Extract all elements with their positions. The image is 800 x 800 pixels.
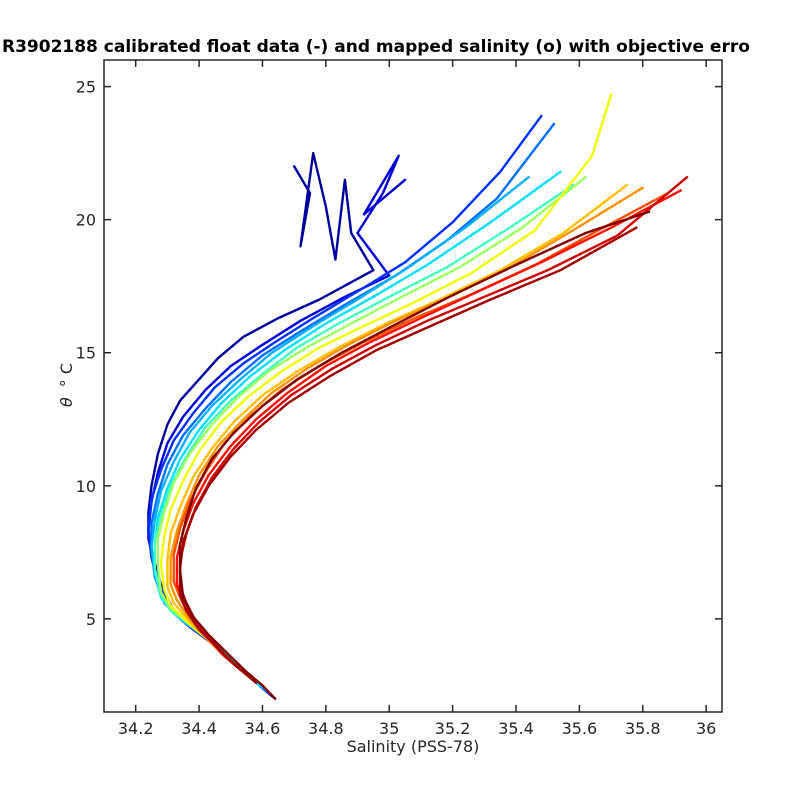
x-tick-label-2: 34.4 — [181, 719, 217, 738]
x-axis: 34.2 34.4 34.6 34.8 35 35.2 35.4 35.6 35.8 36 — [118, 60, 716, 738]
x-tick-label-6: 35.2 — [435, 719, 471, 738]
x-tick-label-3: 34.6 — [245, 719, 281, 738]
x-tick-label-8: 35.6 — [562, 719, 598, 738]
profile-line-10 — [166, 183, 629, 676]
y-axis-label-unit: ° C — [57, 363, 76, 387]
x-tick-label-10: 36 — [696, 719, 716, 738]
series-layer — [147, 93, 689, 700]
svg-text:θ° C: θ ° C — [57, 363, 76, 407]
y-tick-label-5: 25 — [76, 78, 96, 97]
y-axis-label: θ ° C — [57, 363, 76, 407]
chart-title: R3902188 calibrated float data (-) and m… — [2, 37, 750, 57]
profile-line-9 — [159, 93, 613, 679]
plot-frame — [103, 59, 723, 713]
x-tick-label-7: 35.4 — [498, 719, 534, 738]
x-tick-label-1: 34.2 — [118, 719, 154, 738]
x-tick-label-9: 35.8 — [625, 719, 661, 738]
y-axis: 5 10 15 20 25 — [76, 78, 722, 629]
profile-line-15 — [178, 226, 638, 684]
y-axis-label-symbol: θ — [57, 397, 76, 407]
x-tick-label-5: 35 — [379, 719, 399, 738]
x-axis-label: Salinity (PSS-78) — [347, 737, 480, 756]
profile-line-16 — [178, 210, 651, 700]
y-tick-label-1: 5 — [86, 610, 96, 629]
y-tick-label-2: 10 — [76, 477, 96, 496]
y-tick-label-4: 20 — [76, 211, 96, 230]
y-tick-label-3: 15 — [76, 344, 96, 363]
x-tick-label-4: 34.8 — [308, 719, 344, 738]
